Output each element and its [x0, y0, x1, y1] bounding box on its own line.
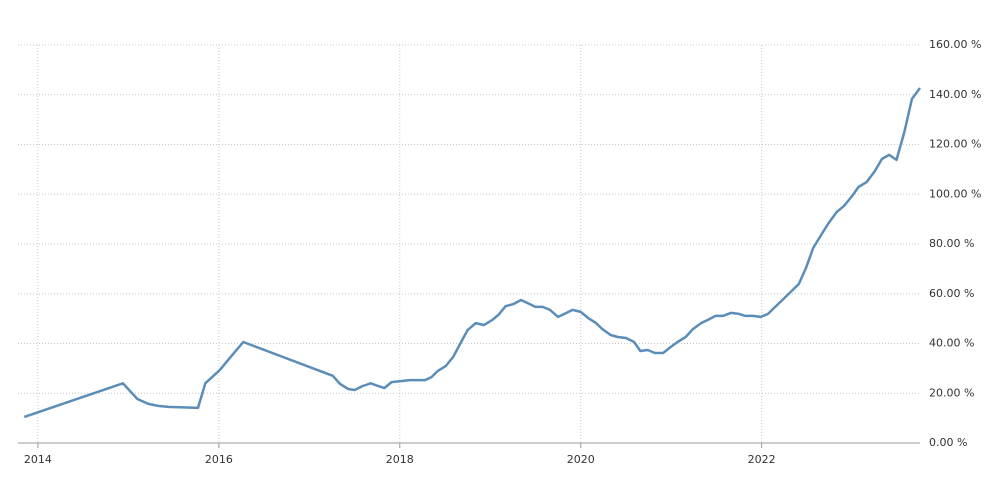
y-tick-label: 140.00 % [929, 88, 981, 101]
x-tick-label: 2016 [205, 453, 233, 466]
y-tick-label: 0.00 % [929, 436, 967, 449]
y-tick-label: 80.00 % [929, 237, 974, 250]
x-tick-label: 2022 [748, 453, 776, 466]
y-tick-label: 100.00 % [929, 187, 981, 200]
x-tick-label: 2018 [386, 453, 414, 466]
line-series [23, 87, 922, 419]
x-tick-label: 2020 [567, 453, 595, 466]
y-tick-label: 20.00 % [929, 386, 974, 399]
y-tick-label: 160.00 % [929, 38, 981, 51]
x-tick-label: 2014 [24, 453, 52, 466]
y-tick-label: 40.00 % [929, 337, 974, 350]
y-tick-label: 120.00 % [929, 138, 981, 151]
y-tick-label: 60.00 % [929, 287, 974, 300]
